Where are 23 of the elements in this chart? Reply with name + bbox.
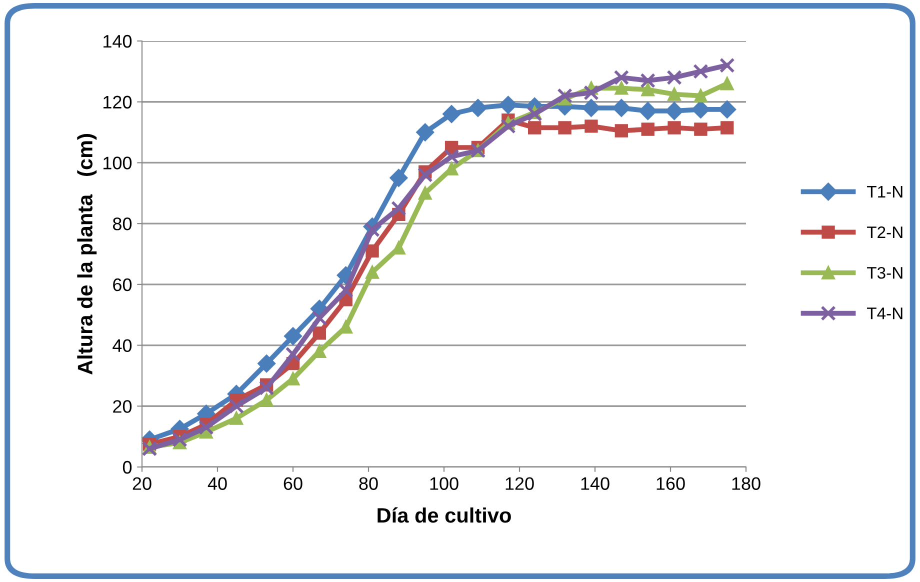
- x-tick-label: 180: [732, 477, 760, 490]
- x-tick-label: 40: [208, 477, 227, 490]
- x-tick-label: 80: [359, 477, 378, 490]
- y-axis-title: Altura de la planta (cm): [77, 134, 97, 374]
- y-tick-label: 60: [113, 278, 132, 292]
- legend-label: T3-N: [866, 266, 902, 279]
- y-tick-label: 80: [112, 218, 132, 230]
- x-tick-label: 100: [430, 477, 458, 490]
- x-tick-label: 60: [284, 477, 302, 490]
- legend-label: T2-N: [866, 226, 902, 238]
- x-tick-label: 160: [656, 477, 685, 490]
- x-axis-title: Día de cultivo: [378, 507, 511, 523]
- x-tick-label: 120: [506, 477, 534, 490]
- y-tick-label: 40: [112, 339, 132, 352]
- y-tick-label: 100: [104, 156, 132, 170]
- y-tick-label: 20: [113, 400, 132, 413]
- legend-label: T1-N: [866, 186, 902, 198]
- x-tick-label: 140: [581, 477, 610, 490]
- legend-label: T4-N: [866, 308, 902, 320]
- y-tick-label: 0: [122, 460, 132, 474]
- x-tick-label: 20: [132, 477, 152, 490]
- y-tick-label: 140: [104, 34, 132, 48]
- y-tick-label: 120: [104, 96, 132, 109]
